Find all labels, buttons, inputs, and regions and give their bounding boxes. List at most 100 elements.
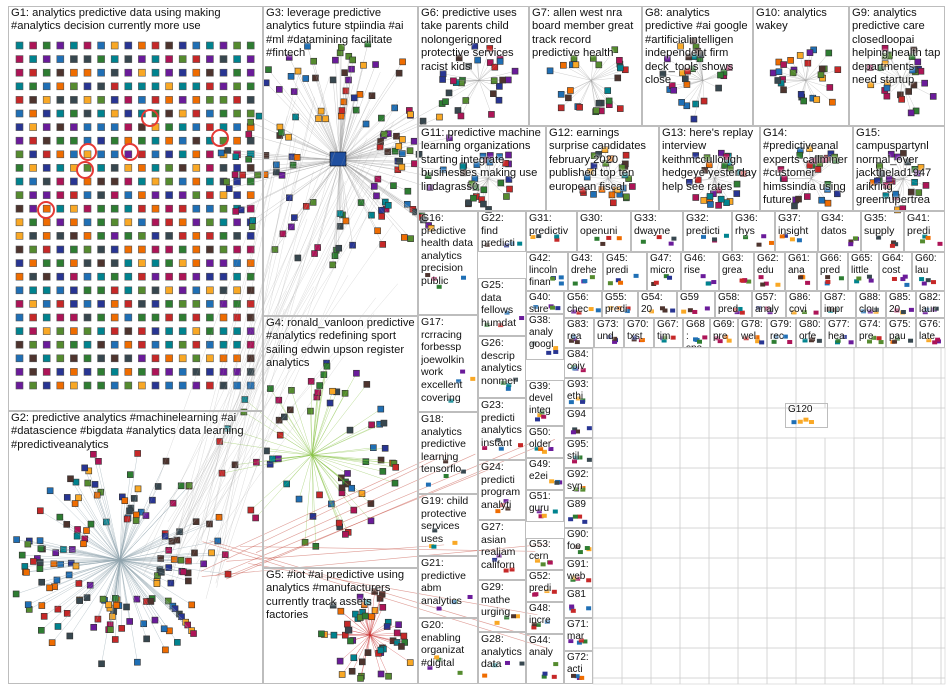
node-tile: [151, 164, 160, 172]
g4-node: [346, 426, 354, 434]
node-tile: [56, 136, 65, 145]
g3-node: [390, 182, 397, 189]
group-box-g84: G84: coiv: [564, 348, 593, 378]
g5-node: [371, 588, 378, 595]
g7-edge: [590, 58, 594, 81]
g3-edge: [227, 150, 341, 161]
g3-node: [378, 114, 385, 122]
g3-edge: [339, 159, 389, 206]
g2-edge: [41, 559, 121, 631]
g7-edge: [550, 70, 592, 81]
g2-node: [165, 564, 173, 571]
node-tile: [15, 368, 24, 376]
node-tile: [246, 327, 255, 335]
node-tile: [206, 109, 214, 118]
g4-edge: [234, 454, 313, 466]
node-tile: [124, 191, 133, 199]
g2-edge: [98, 461, 121, 561]
g2-edge: [84, 538, 121, 561]
node-tile: [70, 136, 78, 145]
node-tile: [56, 327, 65, 335]
node-tile: [42, 245, 51, 254]
node-tile: [29, 340, 37, 349]
g2-edge: [41, 559, 121, 583]
g4-node: [216, 438, 223, 445]
g2-node: [76, 597, 83, 604]
node-tile: [246, 55, 255, 63]
node-tile: [138, 381, 146, 390]
group-box-g26: G26: descrip analytics nonmer: [478, 336, 526, 398]
cross-edge: [210, 200, 374, 573]
node-tile: [83, 327, 92, 335]
g4-node: [338, 484, 346, 492]
g2-node: [23, 569, 30, 576]
cross-edge: [200, 218, 308, 531]
node-tile: [178, 300, 187, 308]
group-box-g38: G38: analy googl: [526, 314, 564, 360]
node-tile: [165, 55, 173, 63]
g2-node: [105, 601, 112, 609]
node-tile: [165, 272, 173, 281]
g3-node: [315, 115, 322, 122]
g4-edge: [311, 454, 396, 484]
g2-edge: [119, 515, 147, 561]
node-tile: [124, 96, 133, 104]
g2-node: [185, 577, 192, 585]
g2-edge: [119, 559, 147, 639]
node-tile: [219, 55, 228, 63]
g3-node: [249, 217, 256, 224]
g4-node: [379, 468, 387, 475]
node-tile: [83, 150, 92, 159]
cluster-cell: [940, 677, 946, 685]
g6-edge: [478, 80, 492, 115]
g6-node: [457, 112, 465, 120]
g3-node: [310, 57, 318, 65]
node-tile: [15, 109, 24, 118]
node-tile: [178, 245, 187, 254]
g4-node: [377, 456, 385, 464]
g3-node: [399, 58, 406, 66]
node-tile: [15, 272, 24, 281]
g2-node: [66, 632, 74, 640]
g2-edge: [109, 559, 121, 609]
node-tile: [138, 55, 146, 63]
node-tile: [56, 68, 65, 77]
g4-node: [363, 381, 371, 388]
group-label-g75: G75: pau: [889, 319, 911, 342]
g5-node: [377, 646, 385, 654]
g7-node: [560, 61, 567, 69]
g2-edge: [37, 558, 121, 561]
node-tile: [15, 41, 24, 50]
g5-node: [395, 621, 402, 628]
node-tile: [97, 68, 105, 77]
g3-node: [294, 67, 302, 75]
node-tile: [233, 368, 241, 376]
node-tile: [219, 381, 228, 390]
highlight-ring: [211, 129, 229, 147]
node-tile: [42, 232, 51, 240]
node-tile: [192, 109, 201, 118]
group-label-g80: G80: orfe: [799, 319, 821, 342]
node-tile: [246, 177, 255, 186]
g4-edge: [221, 454, 313, 474]
node-tile: [151, 354, 160, 363]
group-box-g44: G44: analy: [526, 634, 564, 684]
node-tile: [110, 272, 119, 281]
g4-edge: [266, 450, 313, 456]
g7-edge: [590, 80, 621, 109]
node-tile: [192, 136, 201, 145]
g3-edge: [332, 79, 341, 161]
g3-node: [278, 129, 285, 136]
g2-node: [83, 594, 91, 601]
g2-node: [170, 556, 178, 563]
group-label-g57: G57: analy: [755, 292, 779, 315]
node-tile: [219, 232, 228, 240]
node-tile: [138, 82, 146, 91]
g3-edge: [339, 159, 431, 188]
node-tile: [15, 177, 24, 186]
node-tile: [178, 381, 187, 390]
g3-edge: [339, 159, 394, 186]
g6-node: [439, 70, 447, 78]
g3-edge: [276, 159, 341, 173]
g6-edge: [478, 58, 501, 81]
